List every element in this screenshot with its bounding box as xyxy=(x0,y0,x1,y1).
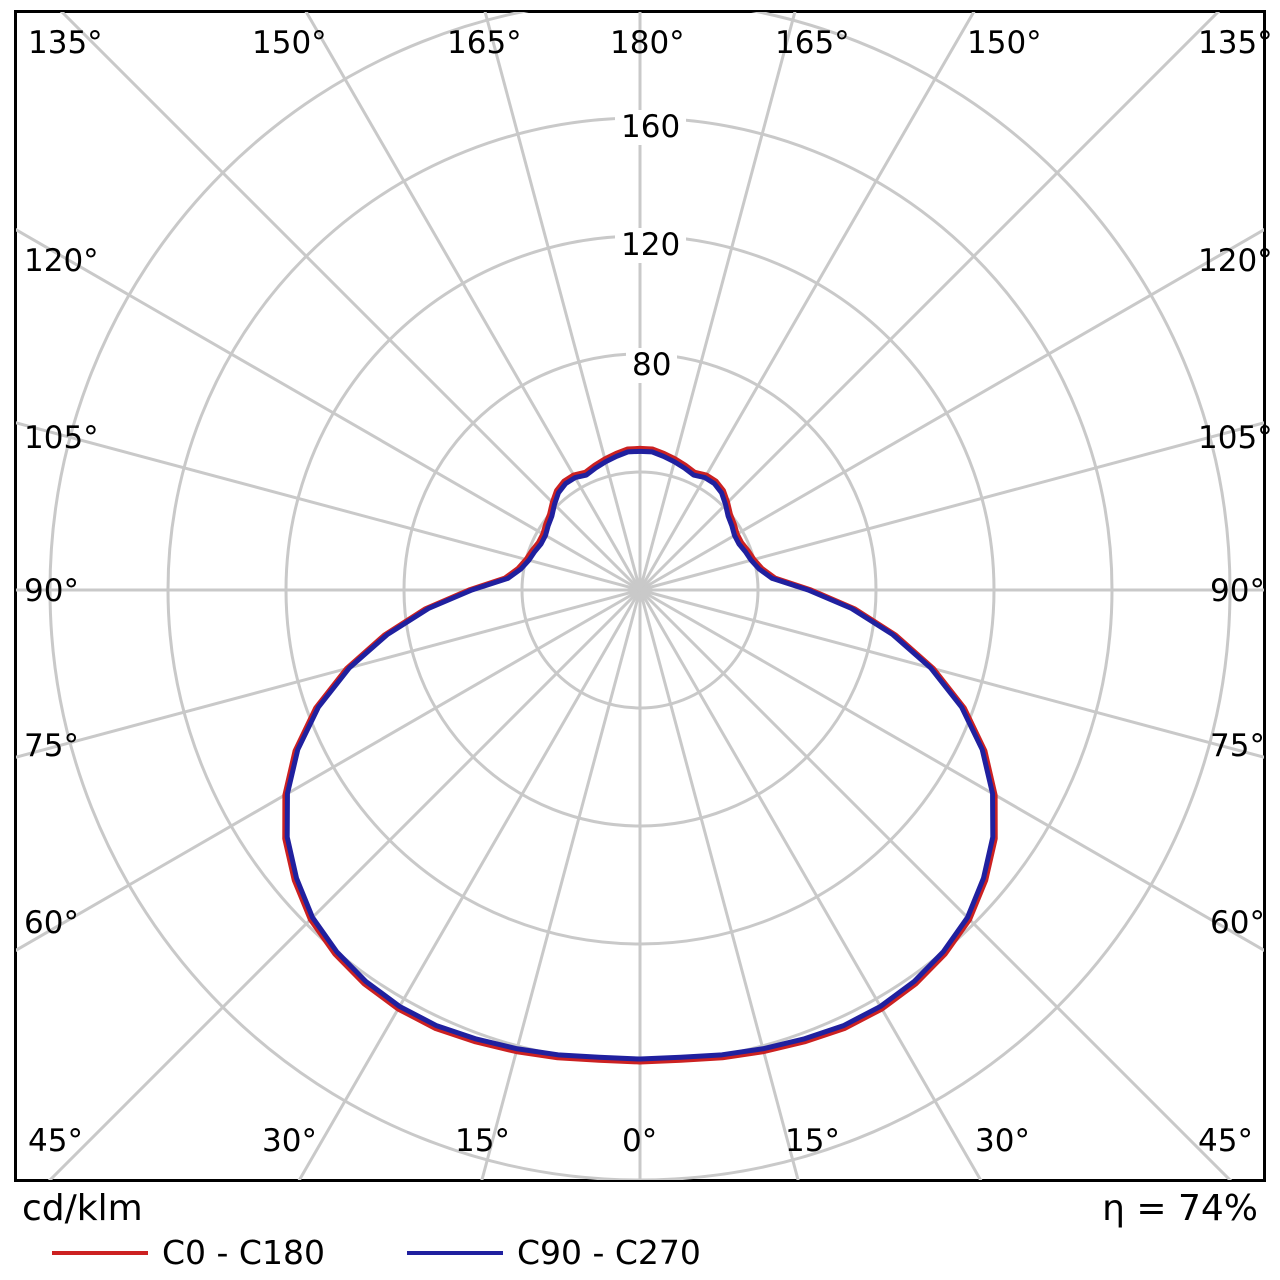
angle-label-bottom-2: 0° xyxy=(622,1123,658,1159)
angle-label-top-4: 150° xyxy=(967,25,1042,61)
angle-label-left-1: 120° xyxy=(24,243,99,279)
angle-label-left-3: 90° xyxy=(24,573,79,609)
efficiency-label: η = 74% xyxy=(1102,1188,1258,1229)
chart-legend: C0 - C180 C90 - C270 xyxy=(52,1236,701,1269)
angle-label-left-2: 105° xyxy=(24,420,99,456)
legend-entry-0: C0 - C180 xyxy=(52,1236,325,1269)
plot-frame xyxy=(14,10,1266,1182)
angle-label-right-1: 120° xyxy=(1198,243,1273,279)
legend-entry-1: C90 - C270 xyxy=(406,1233,701,1272)
angle-label-top-1: 165° xyxy=(447,25,522,61)
angle-label-top-2: 180° xyxy=(610,25,685,61)
angle-label-left-4: 75° xyxy=(24,728,79,764)
legend-label-0: C0 - C180 xyxy=(162,1233,325,1272)
radial-label-radial-1: 120 xyxy=(615,228,687,263)
angle-label-left-6: 45° xyxy=(28,1123,83,1159)
chart-footer: cd/klm η = 74% C0 - C180 C90 - C270 xyxy=(0,1188,1280,1280)
angle-label-right-4: 75° xyxy=(1210,728,1265,764)
angle-label-bottom-0: 30° xyxy=(262,1123,317,1159)
angle-label-bottom-3: 15° xyxy=(785,1123,840,1159)
angle-label-bottom-1: 15° xyxy=(455,1123,510,1159)
angle-label-right-5: 60° xyxy=(1210,905,1265,941)
angle-label-bottom-4: 30° xyxy=(975,1123,1030,1159)
angle-label-top-0: 150° xyxy=(252,25,327,61)
legend-line-swatch-1 xyxy=(406,1250,503,1255)
unit-label: cd/klm xyxy=(22,1188,143,1229)
angle-label-right-6: 45° xyxy=(1198,1123,1253,1159)
angle-label-left-0: 135° xyxy=(28,25,103,61)
angle-label-top-3: 165° xyxy=(775,25,850,61)
angle-label-right-3: 90° xyxy=(1210,573,1265,609)
angle-label-left-5: 60° xyxy=(24,905,79,941)
legend-label-1: C90 - C270 xyxy=(516,1233,701,1272)
angle-label-right-0: 135° xyxy=(1198,25,1273,61)
angle-label-right-2: 105° xyxy=(1198,420,1273,456)
radial-label-radial-0: 160 xyxy=(615,110,687,145)
radial-label-radial-2: 80 xyxy=(626,348,678,383)
legend-line-swatch-0 xyxy=(52,1250,148,1255)
